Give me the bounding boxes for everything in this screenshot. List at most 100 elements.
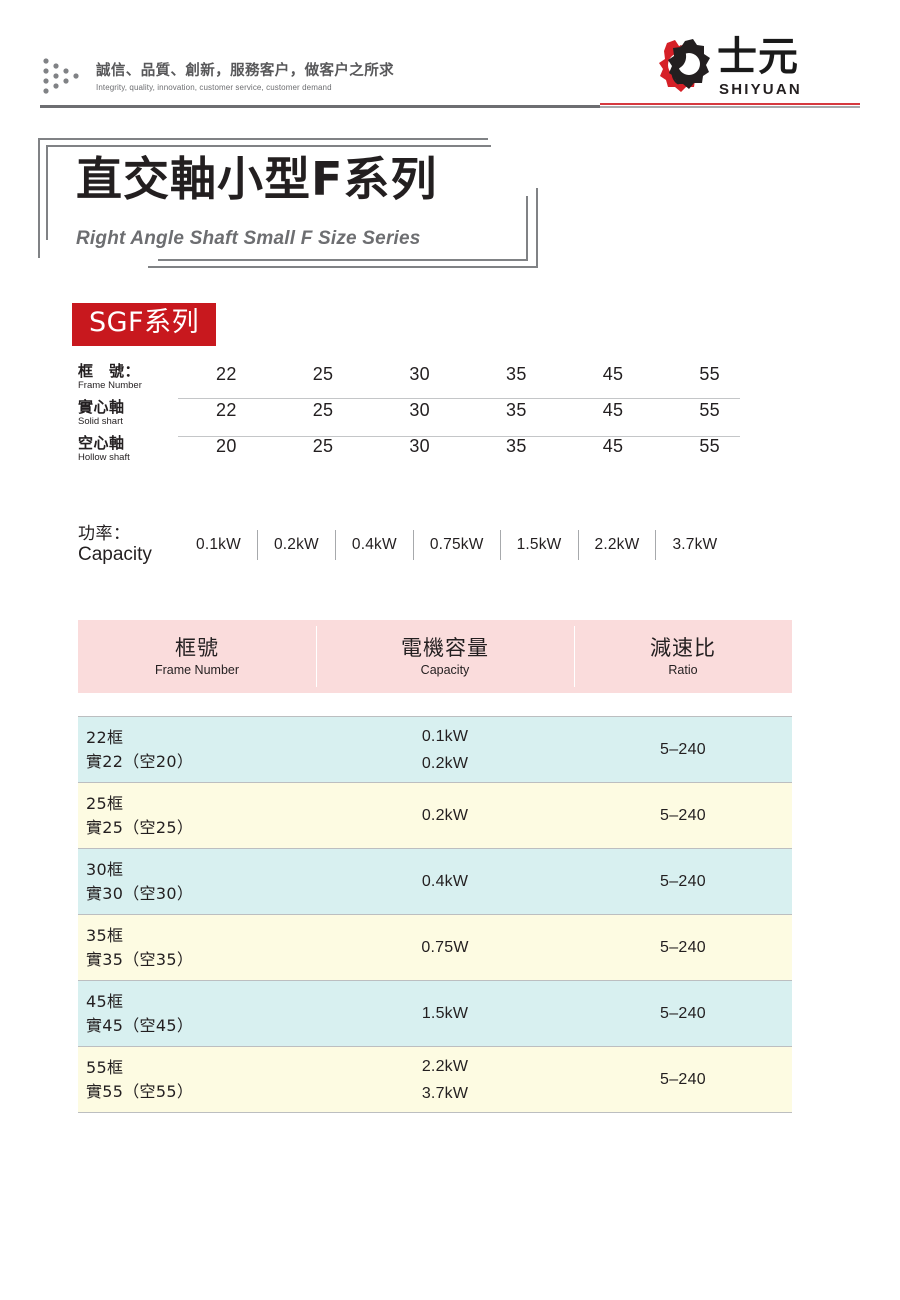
cell-ratio: 5–240 xyxy=(660,740,706,758)
page-header: 誠信、品質、創新，服務客户，做客户之所求 Integrity, quality,… xyxy=(0,0,900,120)
capacity-label-cn: 功率： xyxy=(78,524,131,544)
capacity-value: 2.2kW xyxy=(594,536,640,553)
capacity-value: 1.5kW xyxy=(421,1005,469,1022)
spec-value: 30 xyxy=(409,436,430,456)
page-title: 直交軸小型F系列 xyxy=(76,152,438,206)
frame-line-1: 35框 xyxy=(86,925,124,945)
spec-label: 空心軸 Hollow shaft xyxy=(78,434,178,464)
table-header-capacity: 電機容量 Capacity xyxy=(316,620,574,693)
frame-line-2: 實25（空25） xyxy=(86,817,194,837)
bracket-top-left-inner xyxy=(46,145,491,240)
spec-values: 22 25 30 35 45 55 xyxy=(178,398,758,421)
spec-row-solid-shaft: 實心軸 Solid shart 22 25 30 35 45 55 xyxy=(78,398,758,434)
cell-frame-number: 55框 實55（空55） xyxy=(78,1056,316,1104)
capacity-separator xyxy=(334,530,336,560)
spec-value: 45 xyxy=(602,436,624,456)
spec-value: 25 xyxy=(312,364,334,384)
capacity-value: 0.2kW xyxy=(273,536,319,553)
capacity-separator xyxy=(655,530,657,560)
page-subtitle: Right Angle Shaft Small F Size Series xyxy=(76,228,421,249)
spec-summary-table: 框 號： Frame Number 22 25 30 35 45 55 實心軸 … xyxy=(78,362,758,470)
cell-frame-number: 35框 實35（空35） xyxy=(78,924,316,972)
frame-line-2: 實55（空55） xyxy=(86,1081,194,1101)
frame-line-2: 實35（空35） xyxy=(86,949,194,969)
capacity-value: 0.4kW xyxy=(351,536,397,553)
cell-frame-number: 22框 實22（空20） xyxy=(78,726,316,774)
spec-value: 35 xyxy=(506,400,527,420)
logo-chinese-name: 士元 xyxy=(717,34,799,80)
spec-value: 25 xyxy=(312,436,334,456)
spec-value: 45 xyxy=(602,400,624,420)
cell-ratio: 5–240 xyxy=(660,872,706,890)
capacity-value: 0.75kW xyxy=(429,536,484,553)
table-row: 30框 實30（空30） 0.4kW 5–240 xyxy=(78,848,792,915)
spec-value: 20 xyxy=(216,436,237,456)
header-cn: 框號 xyxy=(175,635,219,660)
capacity-value: 0.75W xyxy=(421,939,469,956)
spec-value: 55 xyxy=(699,400,720,420)
brand-logo: 士元 SHIYUAN xyxy=(655,34,825,103)
capacity-value: 0.1kW xyxy=(196,536,241,553)
frame-line-2: 實22（空20） xyxy=(86,751,194,771)
capacity-label: 功率： Capacity xyxy=(78,524,180,566)
spec-label-cn: 框 號： xyxy=(78,362,141,380)
logo-english-name: SHIYUAN xyxy=(719,81,802,98)
spec-label: 實心軸 Solid shart xyxy=(78,398,178,428)
table-row: 55框 實55（空55） 2.2kW 3.7kW 5–240 xyxy=(78,1046,792,1113)
cell-capacity: 2.2kW 3.7kW xyxy=(316,1053,574,1107)
spec-divider xyxy=(178,398,740,399)
gear-logo-icon xyxy=(655,37,713,93)
spec-value: 45 xyxy=(602,364,624,384)
frame-line-1: 22框 xyxy=(86,727,124,747)
cell-frame-number: 45框 實45（空45） xyxy=(78,990,316,1038)
cell-frame-number: 25框 實25（空25） xyxy=(78,792,316,840)
spec-value: 25 xyxy=(312,400,334,420)
capacity-separator xyxy=(499,530,501,560)
frame-line-1: 45框 xyxy=(86,991,124,1011)
spec-value: 35 xyxy=(506,436,527,456)
table-row: 35框 實35（空35） 0.75W 5–240 xyxy=(78,914,792,981)
table-row: 45框 實45（空45） 1.5kW 5–240 xyxy=(78,980,792,1047)
capacity-value: 2.2kW xyxy=(421,1057,469,1075)
spec-value: 22 xyxy=(216,364,237,384)
frame-line-2: 實30（空30） xyxy=(86,883,194,903)
spec-label: 框 號： Frame Number xyxy=(78,362,178,392)
header-en: Ratio xyxy=(668,662,698,677)
series-badge: SGF系列 xyxy=(72,303,217,346)
frame-line-2: 實45（空45） xyxy=(86,1015,194,1035)
cell-capacity: 0.1kW 0.2kW xyxy=(316,723,574,777)
model-spec-table: 框號 Frame Number 電機容量 Capacity 減速比 Ratio … xyxy=(78,620,792,1113)
capacity-separator xyxy=(256,530,258,560)
cell-ratio: 5–240 xyxy=(660,1004,706,1022)
spec-row-frame-number: 框 號： Frame Number 22 25 30 35 45 55 xyxy=(78,362,758,398)
spec-row-hollow-shaft: 空心軸 Hollow shaft 20 25 30 35 45 55 xyxy=(78,434,758,470)
capacity-separator xyxy=(577,530,579,560)
header-en: Capacity xyxy=(420,662,470,677)
tagline-chinese: 誠信、品質、創新，服務客户，做客户之所求 xyxy=(96,63,394,79)
header-rule-dark xyxy=(40,105,600,108)
header-en: Frame Number xyxy=(154,662,240,677)
frame-line-1: 25框 xyxy=(86,793,124,813)
spec-label-en: Frame Number xyxy=(78,380,142,391)
bracket-bottom-right-inner xyxy=(158,196,528,261)
spec-label-en: Solid shart xyxy=(78,416,123,427)
header-cn: 減速比 xyxy=(650,635,716,660)
spec-values: 22 25 30 35 45 55 xyxy=(178,362,758,385)
cell-ratio: 5–240 xyxy=(660,806,706,824)
bracket-bottom-right-outer xyxy=(148,188,538,268)
cell-capacity: 0.2kW xyxy=(316,802,574,829)
spec-value: 55 xyxy=(699,364,720,384)
table-body: 22框 實22（空20） 0.1kW 0.2kW 5–240 25框 實25（空… xyxy=(78,716,792,1113)
chevron-dots-icon xyxy=(40,55,90,101)
table-row: 25框 實25（空25） 0.2kW 5–240 xyxy=(78,782,792,849)
spec-value: 35 xyxy=(506,364,527,384)
capacity-separator xyxy=(412,530,414,560)
spec-label-cn: 空心軸 xyxy=(78,434,125,452)
frame-line-1: 55框 xyxy=(86,1057,124,1077)
cell-capacity: 0.4kW xyxy=(316,868,574,895)
capacity-row: 功率： Capacity 0.1kW 0.2kW 0.4kW 0.75kW 1.… xyxy=(78,524,798,566)
frame-line-1: 30框 xyxy=(86,859,124,879)
cell-ratio: 5–240 xyxy=(660,938,706,956)
capacity-value: 0.2kW xyxy=(421,807,469,824)
